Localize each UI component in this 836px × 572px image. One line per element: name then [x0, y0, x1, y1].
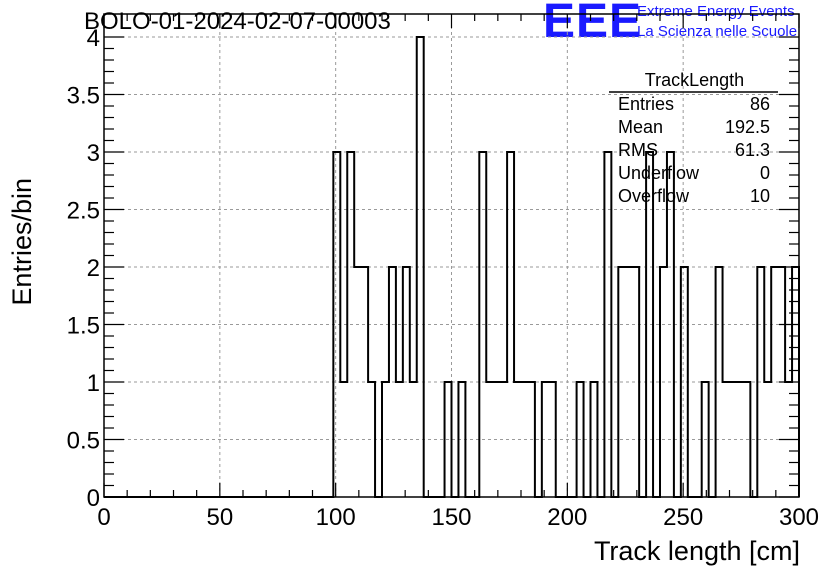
x-axis-title: Track length [cm]: [594, 536, 800, 566]
y-axis-title: Entries/bin: [7, 178, 37, 306]
y-tick-label: 3: [87, 140, 100, 167]
y-tick-label: 1.5: [67, 313, 100, 340]
stats-value: 192.5: [725, 117, 770, 137]
grid-lines: [104, 14, 799, 497]
y-tick-label: 3.5: [67, 83, 100, 110]
stats-label: Overflow: [618, 186, 690, 206]
stats-value: 10: [750, 186, 770, 206]
x-tick-label: 250: [663, 504, 703, 531]
x-tick-label: 150: [431, 504, 471, 531]
x-tick-label: 300: [779, 504, 819, 531]
y-tick-label: 0: [87, 485, 100, 512]
y-tick-label: 4: [87, 25, 100, 52]
stats-title: TrackLength: [645, 70, 744, 90]
x-tick-label: 200: [547, 504, 587, 531]
stats-label: RMS: [618, 140, 658, 160]
stats-label: Underflow: [618, 163, 700, 183]
logo-line-1: Extreme Energy Events: [637, 3, 795, 20]
stats-label: Mean: [618, 117, 663, 137]
eee-logo: EEE: [543, 0, 643, 48]
stats-value: 86: [750, 94, 770, 114]
stats-label: Entries: [618, 94, 674, 114]
y-tick-label: 2.5: [67, 198, 100, 225]
page-title: BOLO-01-2024-02-07-00003: [84, 8, 391, 35]
logo-line-2: La Scienza nelle Scuole: [637, 23, 798, 40]
y-tick-label: 0.5: [67, 428, 100, 455]
y-tick-label: 2: [87, 255, 100, 282]
x-tick-label: 0: [97, 504, 110, 531]
y-tick-label: 1: [87, 370, 100, 397]
eee-logo-text: Extreme Energy Events La Scienza nelle S…: [637, 2, 797, 42]
stats-box: TrackLength Entries 86 Mean 192.5 RMS 61.3 Unde…: [609, 70, 778, 206]
stats-value: 61.3: [735, 140, 770, 160]
x-tick-label: 50: [206, 504, 233, 531]
stats-value: 0: [760, 163, 770, 183]
x-tick-label: 100: [316, 504, 356, 531]
